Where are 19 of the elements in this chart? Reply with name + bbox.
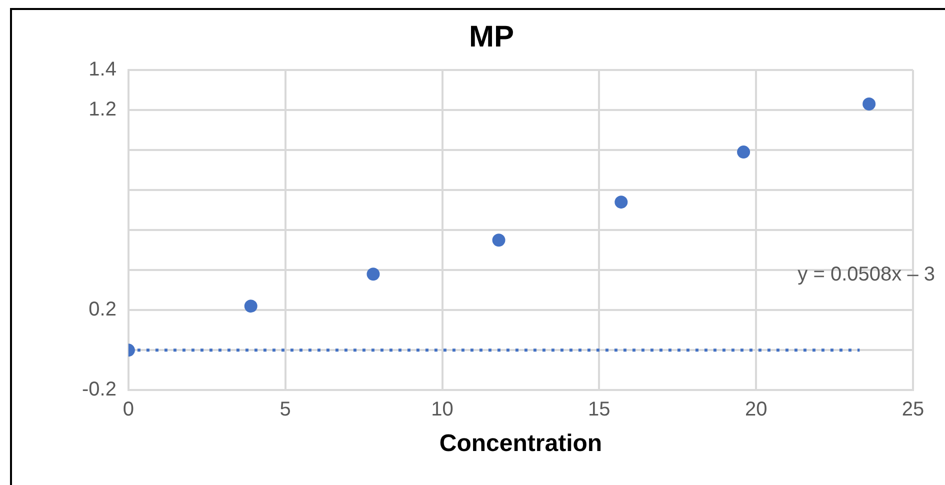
point	[366, 268, 380, 281]
y-tick-label: 1.2	[88, 98, 116, 121]
point	[737, 146, 750, 159]
point	[614, 196, 628, 209]
chart-title: MP	[469, 20, 514, 54]
y-tick-label: 1.4	[88, 58, 116, 81]
point	[492, 234, 506, 247]
x-axis-title: Concentration	[439, 430, 602, 458]
annotation: y = 0.0508x – 3	[798, 264, 935, 286]
x-tick-label: 20	[744, 398, 768, 421]
x-tick-label: 25	[902, 398, 924, 421]
y-tick-label: 0.2	[88, 298, 116, 321]
x-tick-label: 10	[431, 398, 454, 421]
point	[862, 98, 876, 111]
x-tick-label: 0	[122, 398, 134, 421]
x-tick-label: 5	[280, 398, 291, 421]
x-tick-label: 15	[588, 398, 610, 421]
point	[244, 300, 258, 313]
y-tick-label: -0.2	[82, 378, 116, 401]
